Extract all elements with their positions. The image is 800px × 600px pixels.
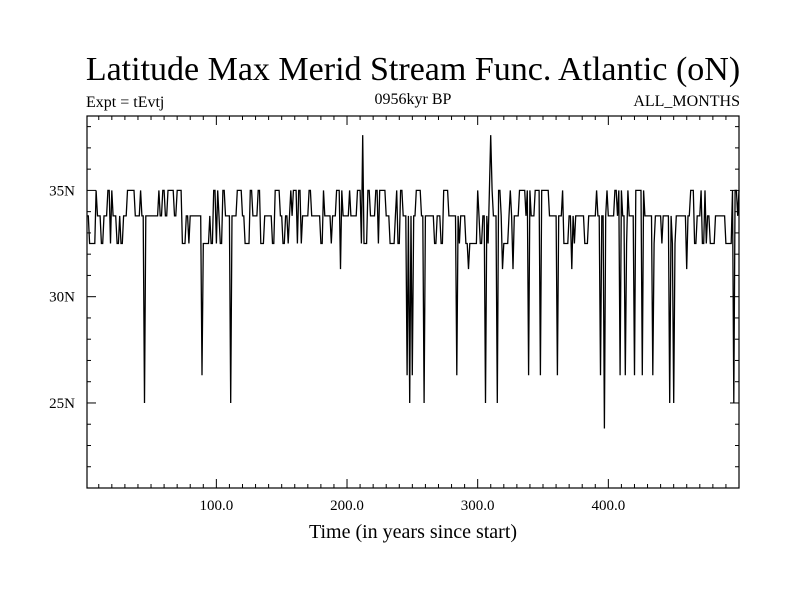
data-series: [87, 135, 740, 429]
y-tick-label: 25N: [49, 396, 75, 412]
x-tick-label: 200.0: [330, 498, 364, 514]
subtitle-right: ALL_MONTHS: [633, 93, 740, 110]
x-tick-label: 300.0: [461, 498, 495, 514]
series-line: [87, 135, 740, 429]
plot-frame: [86, 115, 740, 489]
subtitle-center: 0956kyr BP: [375, 91, 452, 108]
tick-labels: 100.0 200.0 300.0 400.0 25N 30N 35N: [49, 183, 625, 514]
x-axis-label: Time (in years since start): [309, 521, 517, 543]
y-tick-label: 30N: [49, 290, 75, 306]
subtitle-left: Expt = tEvtj: [86, 94, 164, 111]
y-tick-label: 35N: [49, 183, 75, 199]
x-tick-label: 400.0: [591, 498, 625, 514]
x-tick-label: 100.0: [199, 498, 233, 514]
chart-title: Latitude Max Merid Stream Func. Atlantic…: [86, 51, 740, 88]
